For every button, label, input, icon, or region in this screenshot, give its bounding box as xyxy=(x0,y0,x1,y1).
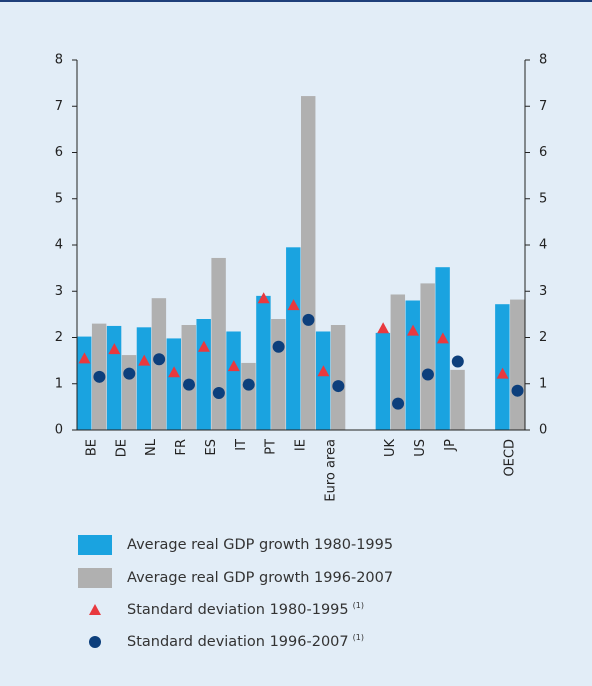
y-tick-label: 5 xyxy=(55,191,63,206)
x-tick-label: IT xyxy=(234,439,249,451)
legend-note: (1) xyxy=(353,633,364,642)
legend-name: Standard deviation 1980-1995 xyxy=(127,602,349,618)
circle-marker xyxy=(153,353,166,366)
y2-tick-label: 1 xyxy=(539,376,547,391)
bar xyxy=(301,96,316,430)
bar xyxy=(226,331,241,430)
y2-tick-label: 5 xyxy=(539,191,547,206)
triangle-marker xyxy=(108,343,121,355)
y-tick-label: 0 xyxy=(55,423,63,438)
bar xyxy=(390,294,406,430)
legend-swatch xyxy=(78,535,112,555)
y2-tick-label: 0 xyxy=(539,423,547,438)
bar xyxy=(315,331,331,430)
bar xyxy=(196,319,211,430)
legend-name: Average real GDP growth 1996-2007 xyxy=(127,570,393,586)
triangle-marker xyxy=(436,332,449,344)
bar xyxy=(136,327,152,430)
bar xyxy=(420,283,435,430)
y-tick-label: 1 xyxy=(55,376,63,391)
legend-label: Average real GDP growth 1996-2007 xyxy=(127,570,393,586)
y2-tick-label: 7 xyxy=(539,99,547,114)
legend-swatch xyxy=(89,604,101,615)
circle-marker xyxy=(242,378,255,391)
x-tick-label: IE xyxy=(294,439,309,451)
legend-name: Standard deviation 1996-2007 xyxy=(127,634,349,650)
triangle-marker xyxy=(78,352,91,364)
legend-label: Average real GDP growth 1980-1995 xyxy=(127,537,393,553)
triangle-marker xyxy=(227,360,240,372)
x-tick-label: Euro area xyxy=(323,439,338,502)
y-tick-label: 2 xyxy=(55,330,63,345)
triangle-marker xyxy=(138,354,151,366)
bar xyxy=(181,325,196,430)
x-tick-label: DE xyxy=(114,439,129,457)
y2-tick-label: 8 xyxy=(539,53,547,68)
bar xyxy=(286,247,301,430)
triangle-marker xyxy=(407,324,419,336)
circle-marker xyxy=(123,367,136,380)
x-tick-label: OECD xyxy=(503,439,518,477)
triangle-marker xyxy=(496,367,509,379)
x-tick-label: PT xyxy=(264,439,279,455)
x-tick-label: UK xyxy=(383,439,398,458)
y-tick-label: 6 xyxy=(55,145,63,160)
bar xyxy=(166,338,182,430)
triangle-marker xyxy=(168,366,181,378)
x-tick-label: BE xyxy=(84,439,99,456)
bar xyxy=(211,257,226,430)
x-tick-label: JP xyxy=(443,439,458,452)
legend-note: (1) xyxy=(353,601,364,610)
circle-marker xyxy=(332,380,345,393)
bar xyxy=(330,325,346,430)
bar xyxy=(495,304,510,430)
x-tick-label: ES xyxy=(204,439,219,455)
bar xyxy=(435,267,450,430)
bar xyxy=(450,369,465,430)
circle-marker xyxy=(272,340,285,353)
y-tick-label: 4 xyxy=(55,238,63,253)
x-tick-label: US xyxy=(413,439,428,457)
bar xyxy=(77,336,92,430)
legend-swatch xyxy=(89,636,101,648)
bar xyxy=(510,299,525,430)
legend-label: Standard deviation 1996-2007 (1) xyxy=(127,633,364,651)
circle-marker xyxy=(93,370,106,383)
circle-marker xyxy=(421,368,434,381)
triangle-marker xyxy=(197,340,210,352)
triangle-marker xyxy=(317,365,330,377)
legend-label: Standard deviation 1980-1995 (1) xyxy=(127,601,364,619)
circle-marker xyxy=(302,313,315,326)
bar xyxy=(256,295,271,430)
bar xyxy=(271,319,286,430)
circle-marker xyxy=(451,355,464,368)
bar xyxy=(241,362,256,430)
y2-tick-label: 2 xyxy=(539,330,547,345)
y2-tick-label: 6 xyxy=(539,145,547,160)
bar xyxy=(405,300,420,430)
y-tick-label: 3 xyxy=(55,284,63,299)
y-tick-label: 8 xyxy=(55,53,63,68)
triangle-marker xyxy=(257,292,270,304)
circle-marker xyxy=(392,397,405,410)
legend-name: Average real GDP growth 1980-1995 xyxy=(127,537,393,553)
circle-marker xyxy=(212,387,225,399)
triangle-marker xyxy=(287,299,300,311)
x-tick-label: NL xyxy=(144,438,159,456)
y2-tick-label: 3 xyxy=(539,284,547,299)
circle-marker xyxy=(183,378,195,391)
circle-marker xyxy=(511,384,524,397)
legend-swatch xyxy=(78,568,112,588)
x-tick-label: FR xyxy=(174,439,189,456)
bar xyxy=(106,325,122,430)
y-tick-label: 7 xyxy=(55,99,63,114)
bar xyxy=(375,332,391,430)
triangle-marker xyxy=(377,322,390,334)
bar xyxy=(121,355,137,430)
y2-tick-label: 4 xyxy=(539,238,547,253)
